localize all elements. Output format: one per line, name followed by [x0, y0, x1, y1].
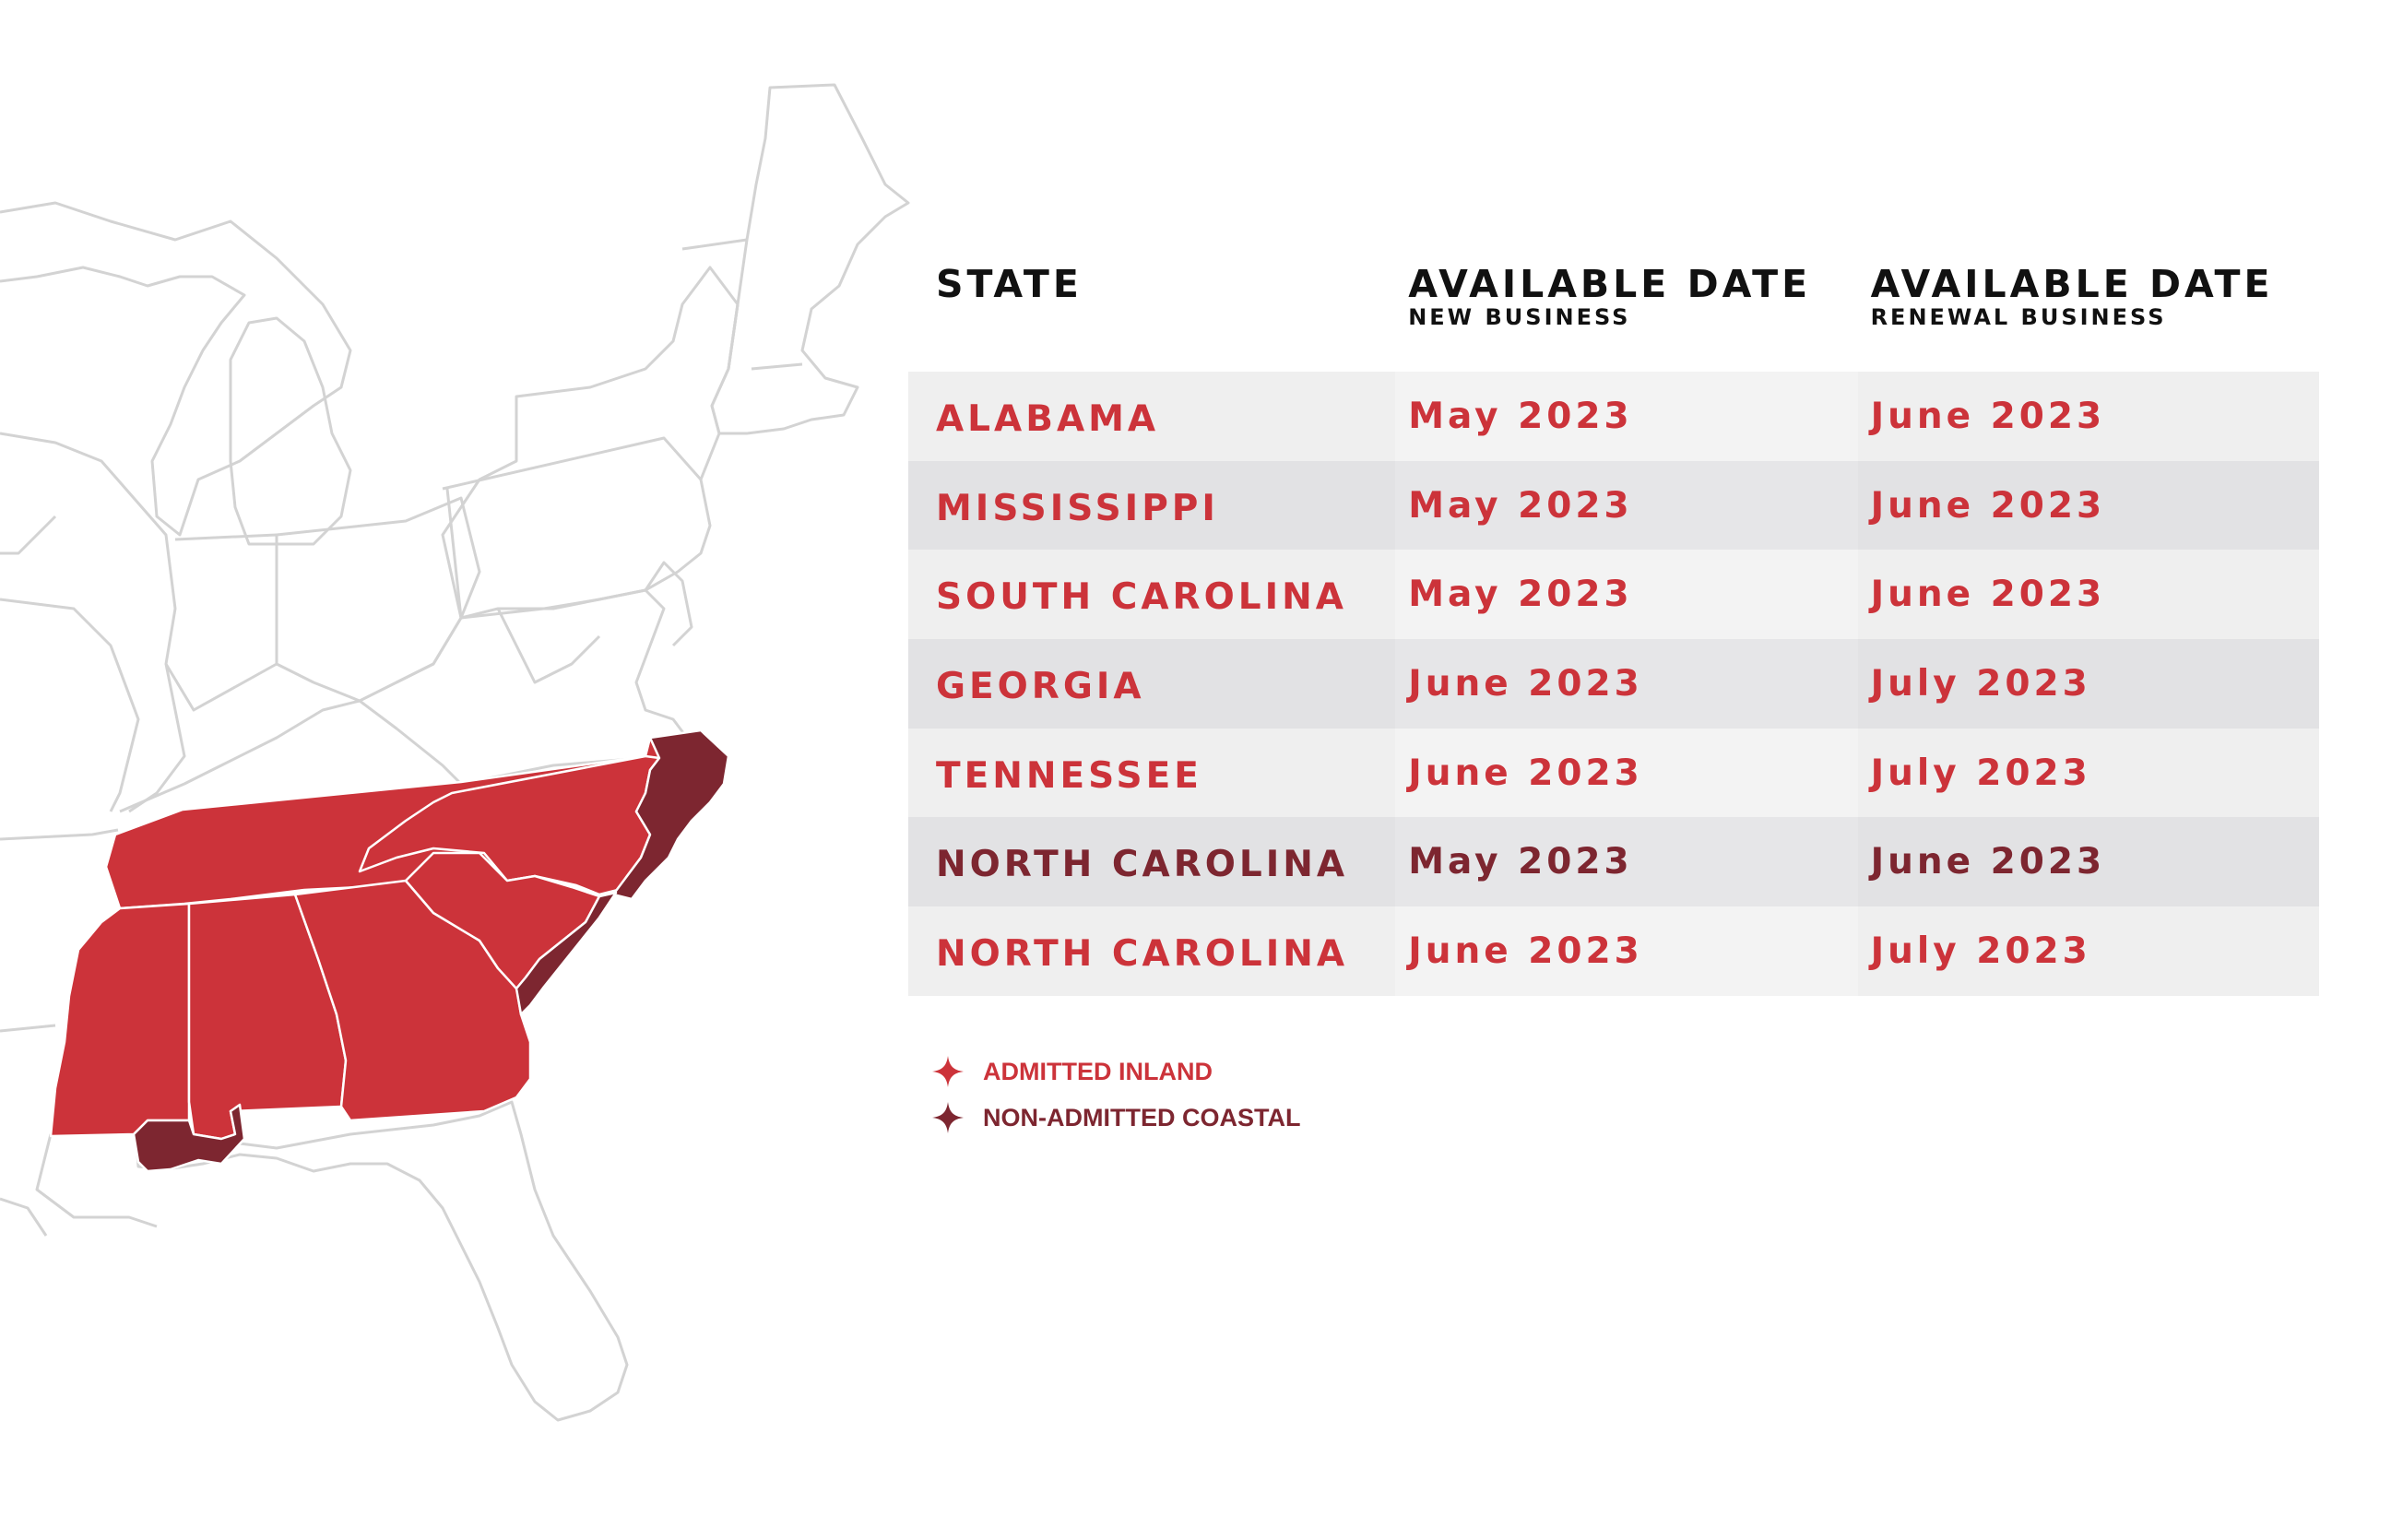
legend-label: ADMITTED INLAND: [983, 1057, 1213, 1085]
outline-ny-pa: [441, 266, 740, 620]
highlighted-states: [49, 729, 730, 1173]
renewal-business-cell: June 2023: [1857, 817, 2319, 907]
new-business-cell: May 2023: [1395, 817, 1858, 907]
header-renewal-business-sub: RENEWAL BUSINESS: [1870, 304, 2167, 330]
state-cell: MISSISSIPPI: [908, 460, 1396, 551]
outline-ohio: [275, 496, 481, 703]
outline-pa: [442, 436, 703, 619]
new-business-cell: May 2023: [1395, 372, 1858, 461]
sparkle-icon: [932, 1056, 964, 1087]
table-row: NORTH CAROLINA June 2023 July 2023: [908, 906, 2319, 996]
outline-vt-nh: [681, 238, 803, 371]
state-cell: GEORGIA: [908, 639, 1396, 729]
map-state-south-carolina-coastal: [515, 891, 618, 1016]
new-business-cell: June 2023: [1395, 639, 1858, 729]
table-row: NORTH CAROLINA May 2023 June 2023: [908, 817, 2319, 907]
outline-florida: [135, 1100, 629, 1422]
new-business-cell: June 2023: [1395, 906, 1858, 996]
header-renewal-business-label: AVAILABLE DATE: [1870, 262, 2274, 306]
legend-item-admitted: ADMITTED INLAND: [931, 1048, 1300, 1095]
outline-west: [0, 828, 158, 1237]
renewal-business-cell: July 2023: [1857, 728, 2319, 818]
legend-label: NON-ADMITTED COASTAL: [983, 1103, 1301, 1131]
header-new-business-label: AVAILABLE DATE: [1408, 262, 1812, 306]
state-cell: ALABAMA: [908, 372, 1396, 461]
renewal-business-cell: June 2023: [1857, 372, 2319, 461]
southeast-map: [0, 83, 910, 1422]
header-new-business-sub: NEW BUSINESS: [1408, 304, 1631, 330]
new-business-cell: May 2023: [1395, 550, 1858, 640]
table-row: ALABAMA May 2023 June 2023: [908, 372, 2319, 461]
map-state-mississippi: [49, 902, 191, 1138]
map-legend: ADMITTED INLAND NON-ADMITTED COASTAL: [931, 1048, 1300, 1141]
map-state-north-carolina-coastal: [611, 729, 730, 901]
new-business-cell: June 2023: [1395, 728, 1858, 818]
outline-great-lakes: [0, 201, 352, 537]
table-header: STATE AVAILABLE DATE NEW BUSINESS AVAILA…: [908, 263, 2319, 372]
legend-item-coastal: NON-ADMITTED COASTAL: [931, 1095, 1300, 1141]
availability-panel: STATE AVAILABLE DATE NEW BUSINESS AVAILA…: [908, 263, 2319, 996]
state-cell: TENNESSEE: [908, 728, 1396, 818]
map-state-gulf-coastal: [132, 1103, 246, 1173]
header-new-business: AVAILABLE DATE NEW BUSINESS: [1395, 263, 1857, 372]
table-row: SOUTH CAROLINA May 2023 June 2023: [908, 550, 2319, 640]
outline-new-england: [710, 83, 910, 435]
table-row: TENNESSEE June 2023 July 2023: [908, 728, 2319, 818]
state-cell: SOUTH CAROLINA: [908, 550, 1396, 640]
state-cell: NORTH CAROLINA: [908, 817, 1396, 907]
renewal-business-cell: June 2023: [1857, 460, 2319, 551]
state-cell: NORTH CAROLINA: [908, 906, 1396, 996]
table-row: MISSISSIPPI May 2023 June 2023: [908, 460, 2319, 551]
outline-midwest: [0, 432, 278, 813]
renewal-business-cell: July 2023: [1857, 639, 2319, 729]
header-state-label: STATE: [936, 262, 1083, 306]
background-states: [0, 83, 910, 1422]
table-row: GEORGIA June 2023 July 2023: [908, 639, 2319, 729]
header-renewal-business: AVAILABLE DATE RENEWAL BUSINESS: [1858, 263, 2319, 372]
header-state: STATE: [908, 263, 1395, 372]
renewal-business-cell: June 2023: [1857, 550, 2319, 640]
renewal-business-cell: July 2023: [1857, 906, 2319, 996]
availability-table: ALABAMA May 2023 June 2023 MISSISSIPPI M…: [908, 372, 2319, 996]
new-business-cell: May 2023: [1395, 460, 1858, 551]
outline-michigan: [229, 316, 352, 546]
sparkle-icon: [932, 1102, 964, 1133]
